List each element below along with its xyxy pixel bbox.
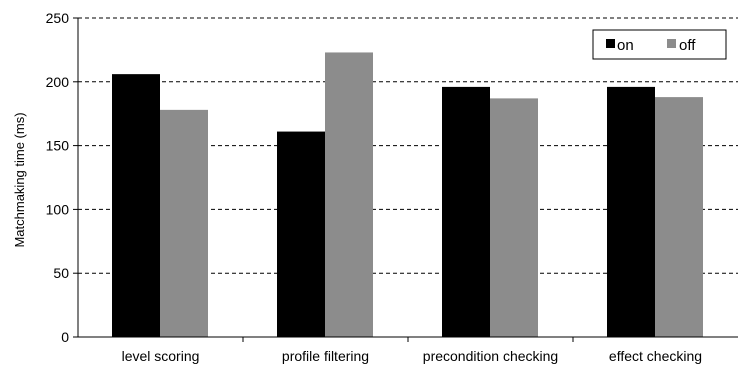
y-tick-labels: 0 50 100 150 200 250 xyxy=(46,10,78,345)
legend-label-on: on xyxy=(617,37,634,54)
bar-off-effect-checking xyxy=(655,97,703,337)
x-category-label: level scoring xyxy=(122,348,200,364)
bar-on-precondition-checking xyxy=(442,86,490,338)
bar-on-profile-filtering xyxy=(277,131,325,337)
x-category-labels: level scoring profile filtering preconditi… xyxy=(122,337,702,364)
y-tick-label: 150 xyxy=(46,138,70,154)
y-axis-label: Matchmaking time (ms) xyxy=(12,112,27,247)
bars xyxy=(112,52,703,338)
bar-on-level-scoring xyxy=(112,74,160,338)
legend-box xyxy=(592,29,727,60)
y-tick-label: 250 xyxy=(46,10,70,26)
bar-off-level-scoring xyxy=(160,109,208,337)
x-category-label: effect checking xyxy=(609,348,702,364)
bar-on-effect-checking xyxy=(607,86,655,338)
bar-off-precondition-checking xyxy=(490,98,538,337)
bar-off-profile-filtering xyxy=(325,52,373,338)
x-category-label: precondition checking xyxy=(423,348,558,364)
legend-swatch-on xyxy=(606,39,615,48)
x-category-label: profile filtering xyxy=(282,348,369,364)
gridlines xyxy=(78,17,738,274)
legend: on off xyxy=(592,29,727,60)
y-tick-label: 100 xyxy=(46,201,70,217)
y-tick-label: 50 xyxy=(53,265,69,281)
legend-label-off: off xyxy=(679,37,696,54)
y-tick-label: 0 xyxy=(61,329,69,345)
legend-swatch-off xyxy=(667,39,676,48)
y-tick-label: 200 xyxy=(46,74,70,90)
